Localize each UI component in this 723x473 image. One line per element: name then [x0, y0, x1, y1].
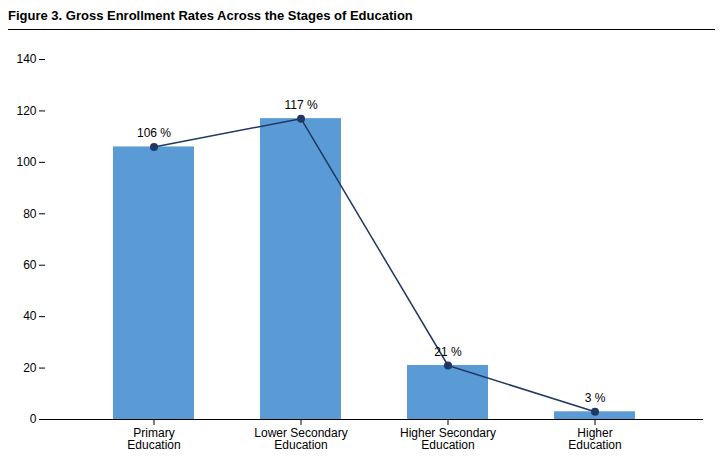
svg-text:Higher SecondaryEducation: Higher SecondaryEducation [400, 426, 496, 452]
svg-text:120: 120 [16, 104, 36, 118]
svg-text:40: 40 [23, 309, 37, 323]
svg-text:3 %: 3 % [585, 391, 606, 405]
svg-text:60: 60 [23, 258, 37, 272]
svg-text:106 %: 106 % [137, 126, 171, 140]
svg-text:Lower SecondaryEducation: Lower SecondaryEducation [254, 426, 347, 452]
svg-text:20: 20 [23, 361, 37, 375]
svg-text:80: 80 [23, 207, 37, 221]
svg-text:117 %: 117 % [284, 98, 317, 112]
svg-text:0: 0 [30, 412, 37, 426]
svg-text:140: 140 [16, 52, 36, 66]
svg-text:PrimaryEducation: PrimaryEducation [127, 426, 180, 452]
html-text:Figure 3. Gross Enrollment Rat: Figure 3. Gross Enrollment Rates Across … [8, 8, 413, 23]
svg-text:21 %: 21 % [434, 345, 462, 359]
svg-text:HigherEducation: HigherEducation [568, 426, 621, 452]
svg-text:100: 100 [16, 155, 36, 169]
